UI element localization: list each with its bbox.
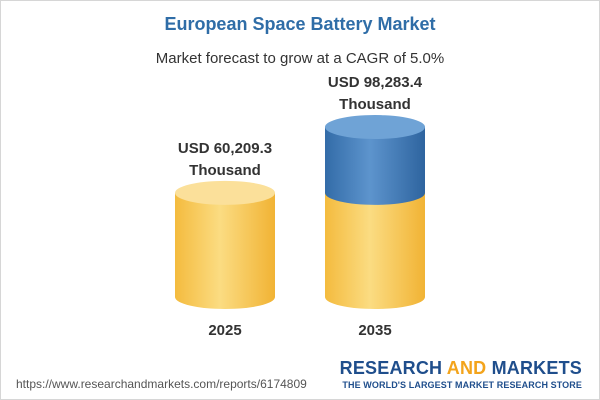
bar-2035-base <box>325 192 425 309</box>
chart-subtitle: Market forecast to grow at a CAGR of 5.0… <box>155 50 445 67</box>
brand-name: RESEARCH AND MARKETS <box>340 358 582 379</box>
bar-2025-top <box>175 180 275 205</box>
source-url[interactable]: https://www.researchandmarkets.com/repor… <box>16 377 307 391</box>
chart-title: European Space Battery Market <box>164 14 436 34</box>
bar-2035-top <box>325 115 425 139</box>
category-label-2035: 2035 <box>358 322 391 339</box>
value-label-2025-line-2: Thousand <box>189 162 261 179</box>
bar-2035-growth <box>325 127 425 205</box>
brand-name-accent: AND <box>446 358 487 378</box>
brand-name-part-2: MARKETS <box>486 358 582 378</box>
value-label-2025-line-1: USD 60,209.3 <box>178 140 272 157</box>
brand-tagline: THE WORLD'S LARGEST MARKET RESEARCH STOR… <box>342 380 582 390</box>
category-label-2025: 2025 <box>208 322 241 339</box>
value-label-2035-line-1: USD 98,283.4 <box>328 74 423 91</box>
brand-name-part-1: RESEARCH <box>339 358 447 378</box>
value-label-2035-line-2: Thousand <box>339 96 411 113</box>
brand-logo: RESEARCH AND MARKETS THE WORLD'S LARGEST… <box>340 358 582 390</box>
bar-2025-base <box>175 192 275 309</box>
